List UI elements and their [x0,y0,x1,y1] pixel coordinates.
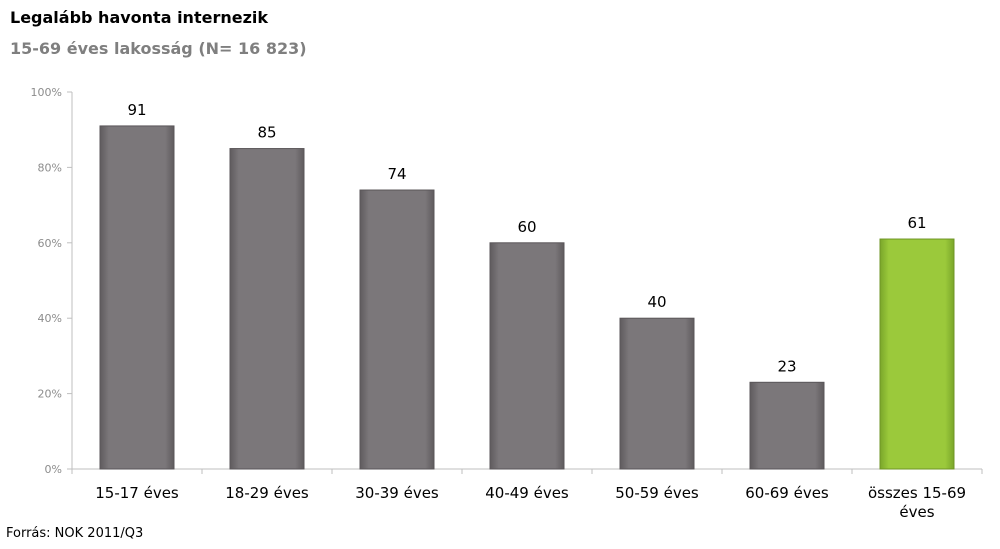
y-tick-label: 0% [45,463,62,476]
y-tick-label: 40% [38,312,62,325]
y-tick-label: 80% [38,161,62,174]
chart-subtitle: 15-69 éves lakosság (N= 16 823) [10,39,307,58]
bars [99,125,955,470]
source-note: Forrás: NOK 2011/Q3 [6,526,144,541]
axes: 0% 20% 40% 60% 80% 100% [31,86,983,476]
bar [749,381,825,470]
y-tick-label: 60% [38,237,62,250]
data-label: 74 [387,165,406,183]
x-category-label: összes 15-69 éves [868,484,966,521]
x-category-label: 15-17 éves [95,484,179,502]
bar [489,242,565,470]
y-tick-label: 100% [31,86,62,99]
y-tick-label: 20% [38,388,62,401]
data-label: 40 [647,293,666,311]
bar [879,238,955,470]
bar [229,148,305,470]
labels: 91 15-17 éves 85 18-29 éves 74 30-39 éves 60 40… [95,101,966,521]
x-category-label: 30-39 éves [355,484,439,502]
chart-title: Legalább havonta internezik [10,8,269,27]
x-category-label: 60-69 éves [745,484,829,502]
x-category-label: 18-29 éves [225,484,309,502]
data-label: 85 [257,124,276,142]
data-label: 91 [127,101,146,119]
data-label: 60 [517,218,536,236]
bar [619,317,695,470]
bar [99,125,175,470]
x-category-label: 50-59 éves [615,484,699,502]
bar [359,189,435,470]
x-category-label: 40-49 éves [485,484,569,502]
data-label: 61 [907,214,926,232]
data-label: 23 [777,357,796,375]
